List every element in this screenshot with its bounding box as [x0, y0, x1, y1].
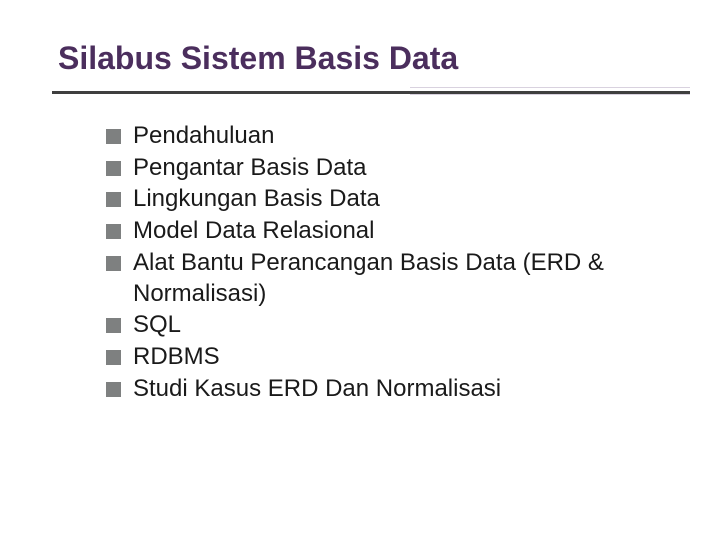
- list-item-text: SQL: [133, 310, 670, 341]
- underline-dark: [52, 91, 690, 94]
- square-bullet-icon: [106, 161, 121, 176]
- list-item-text: Pengantar Basis Data: [133, 153, 670, 184]
- list-item-text: Pendahuluan: [133, 121, 670, 152]
- square-bullet-icon: [106, 350, 121, 365]
- list-item-text: Studi Kasus ERD Dan Normalisasi: [133, 374, 670, 405]
- list-item-text: RDBMS: [133, 342, 670, 373]
- square-bullet-icon: [106, 382, 121, 397]
- list-item: Pendahuluan: [106, 121, 670, 152]
- slide: Silabus Sistem Basis Data Pendahuluan Pe…: [0, 0, 720, 540]
- list-item: Studi Kasus ERD Dan Normalisasi: [106, 374, 670, 405]
- list-item: SQL: [106, 310, 670, 341]
- square-bullet-icon: [106, 129, 121, 144]
- list-item-text: Lingkungan Basis Data: [133, 184, 670, 215]
- list-item: Model Data Relasional: [106, 216, 670, 247]
- syllabus-list: Pendahuluan Pengantar Basis Data Lingkun…: [58, 121, 670, 404]
- square-bullet-icon: [106, 224, 121, 239]
- square-bullet-icon: [106, 256, 121, 271]
- list-item: Pengantar Basis Data: [106, 153, 670, 184]
- slide-title: Silabus Sistem Basis Data: [58, 40, 670, 77]
- list-item-text: Model Data Relasional: [133, 216, 670, 247]
- list-item-text: Alat Bantu Perancangan Basis Data (ERD &…: [133, 248, 670, 309]
- title-underline: [52, 91, 690, 95]
- list-item: Alat Bantu Perancangan Basis Data (ERD &…: [106, 248, 670, 309]
- list-item: RDBMS: [106, 342, 670, 373]
- square-bullet-icon: [106, 318, 121, 333]
- square-bullet-icon: [106, 192, 121, 207]
- list-item: Lingkungan Basis Data: [106, 184, 670, 215]
